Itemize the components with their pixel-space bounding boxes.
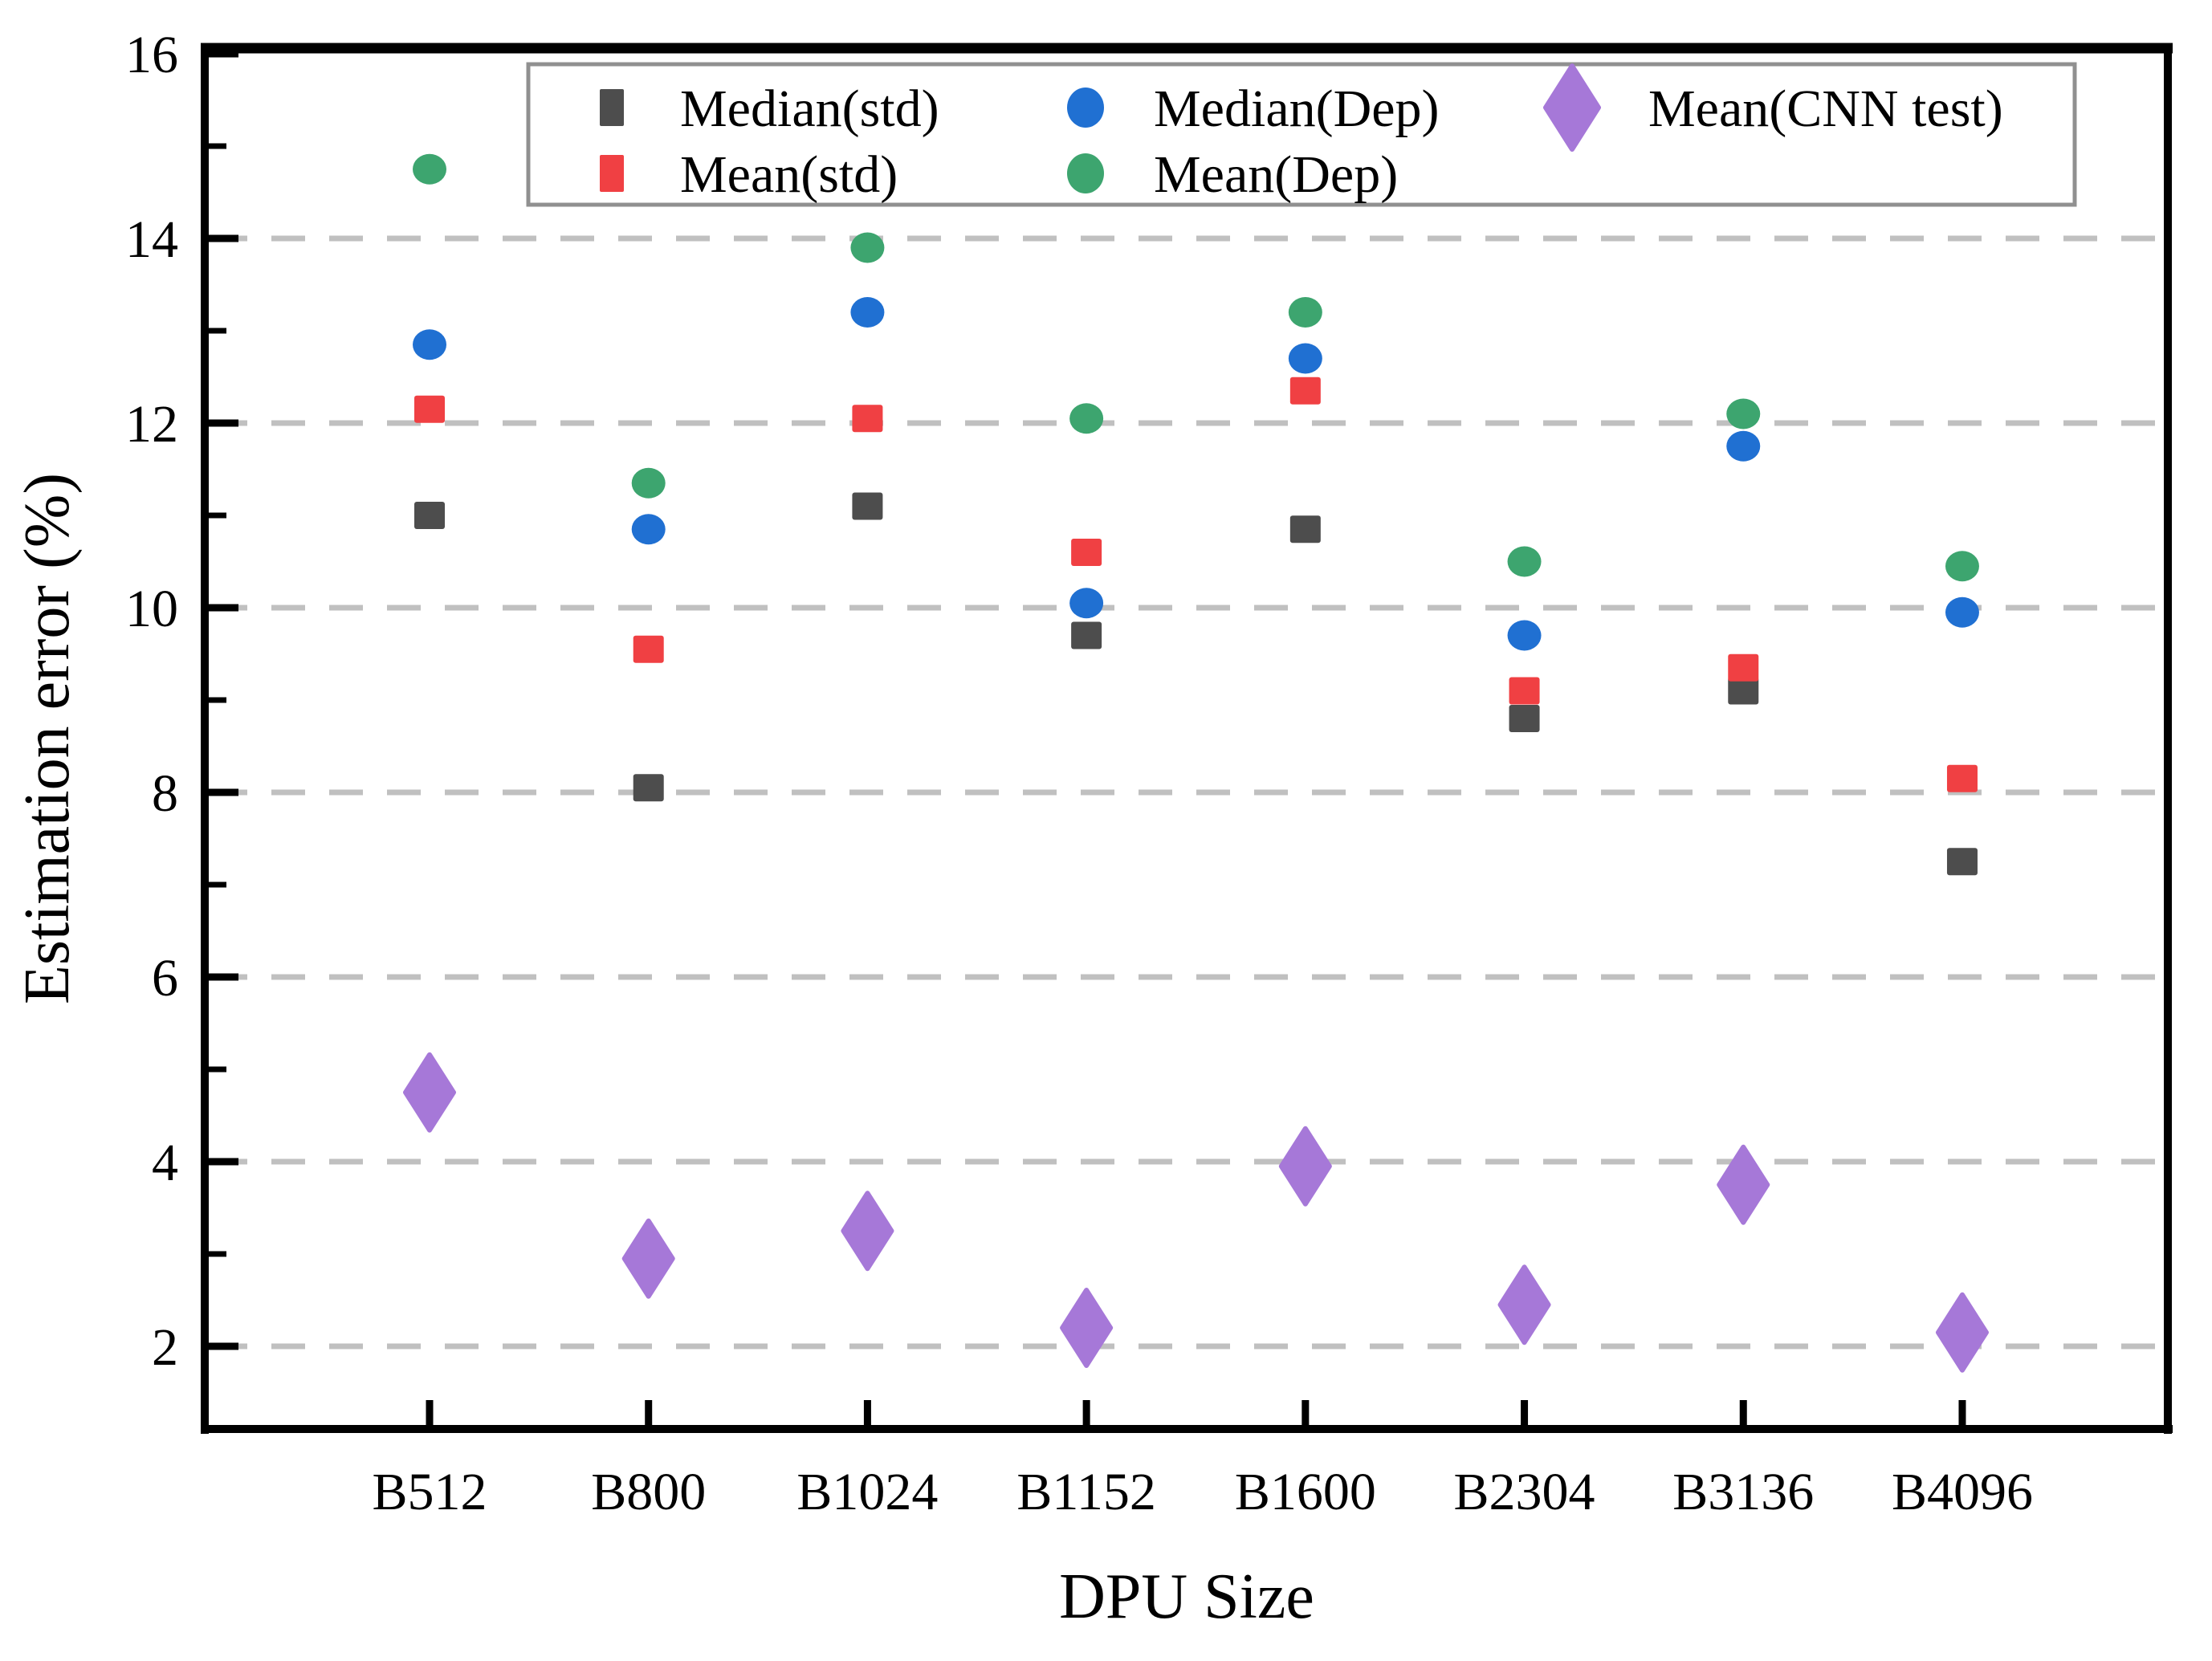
point-median-dep--B512 — [413, 329, 446, 360]
point-mean-std--B512 — [414, 395, 445, 423]
point-mean-cnn-test--B512 — [403, 1052, 456, 1133]
point-median-std--B1024 — [852, 492, 883, 520]
point-mean-cnn-test--B1600 — [1278, 1126, 1332, 1207]
x-tick-label-B800: B800 — [591, 1463, 706, 1521]
legend-marker-diamond — [1543, 63, 1601, 152]
point-mean-dep--B800 — [631, 467, 666, 499]
point-mean-dep--B512 — [413, 153, 446, 185]
point-median-dep--B1024 — [850, 297, 885, 328]
x-tick-label-B2304: B2304 — [1454, 1463, 1595, 1521]
point-median-std--B512 — [414, 502, 445, 529]
legend-item-mean-dep-: Mean(Dep) — [1067, 145, 1398, 204]
point-median-std--B800 — [633, 774, 664, 802]
y-tick-label-2: 2 — [152, 1318, 178, 1377]
point-mean-cnn-test--B2304 — [1497, 1264, 1551, 1345]
x-tick-label-B1152: B1152 — [1016, 1463, 1156, 1521]
legend-label: Median(Dep) — [1154, 79, 1440, 138]
point-median-std--B1600 — [1289, 515, 1321, 543]
point-mean-cnn-test--B1024 — [841, 1191, 894, 1272]
legend-box — [526, 62, 2077, 207]
point-mean-std--B1152 — [1071, 539, 1102, 566]
gridlines — [214, 235, 2161, 1350]
point-mean-std--B800 — [633, 635, 664, 663]
point-median-dep--B800 — [631, 514, 666, 545]
point-median-std--B4096 — [1946, 848, 1978, 876]
point-mean-dep--B4096 — [1945, 551, 1979, 582]
y-tick-label-16: 16 — [125, 26, 178, 84]
point-median-dep--B2304 — [1507, 620, 1542, 651]
x-tick-label-B3136: B3136 — [1672, 1463, 1814, 1521]
data-points — [403, 153, 1989, 1373]
legend-marker-circle — [1067, 88, 1104, 128]
point-median-std--B2304 — [1509, 705, 1540, 732]
point-mean-dep--B1152 — [1069, 403, 1104, 434]
legend-item-median-dep-: Median(Dep) — [1067, 79, 1440, 138]
point-median-std--B3136 — [1728, 677, 1759, 705]
point-mean-std--B2304 — [1509, 677, 1540, 705]
point-median-dep--B3136 — [1726, 430, 1761, 462]
point-mean-std--B1600 — [1289, 377, 1321, 405]
legend-marker-square — [600, 89, 624, 126]
point-median-std--B1152 — [1071, 621, 1102, 649]
point-median-dep--B4096 — [1945, 596, 1979, 628]
point-mean-std--B1024 — [852, 405, 883, 433]
y-tick-label-10: 10 — [125, 580, 178, 638]
point-mean-dep--B3136 — [1726, 398, 1761, 429]
x-axis-title: DPU Size — [1059, 1561, 1314, 1632]
legend-item-median-std-: Median(std) — [600, 79, 939, 138]
point-mean-cnn-test--B3136 — [1717, 1144, 1770, 1225]
x-tick-label-B512: B512 — [372, 1463, 487, 1521]
point-median-dep--B1600 — [1288, 343, 1322, 374]
y-tick-label-12: 12 — [125, 395, 178, 454]
y-tick-label-14: 14 — [125, 210, 178, 269]
legend-item-mean-std-: Mean(std) — [600, 145, 898, 204]
y-tick-label-6: 6 — [152, 949, 178, 1008]
y-tick-label-8: 8 — [152, 764, 178, 823]
axes-spines — [201, 43, 2173, 1434]
legend: Median(std) Mean(std) Median(Dep) Mean(Dep)… — [526, 62, 2077, 207]
point-mean-dep--B2304 — [1507, 546, 1542, 577]
x-tick-label-B1600: B1600 — [1235, 1463, 1376, 1521]
x-tick-label-B4096: B4096 — [1892, 1463, 2033, 1521]
point-mean-std--B4096 — [1946, 764, 1978, 792]
point-mean-dep--B1600 — [1288, 297, 1322, 328]
point-median-dep--B1152 — [1069, 588, 1104, 619]
point-mean-dep--B1024 — [850, 232, 885, 263]
legend-marker-square — [600, 155, 624, 192]
x-tick-label-B1024: B1024 — [796, 1463, 938, 1521]
point-mean-cnn-test--B1152 — [1060, 1288, 1114, 1368]
legend-item-mean-cnn-test-: Mean(CNN test) — [1543, 63, 2003, 152]
y-axis-title: Estimation error (%) — [12, 473, 83, 1004]
y-tick-label-4: 4 — [152, 1134, 178, 1192]
point-mean-cnn-test--B4096 — [1935, 1292, 1989, 1373]
legend-label: Mean(std) — [680, 145, 898, 204]
legend-marker-circle — [1067, 153, 1104, 193]
legend-label: Median(std) — [680, 79, 939, 138]
y-axis-ticks: 2 4 6 8 10 12 14 16 — [125, 26, 238, 1377]
legend-label: Mean(Dep) — [1154, 145, 1398, 204]
point-mean-std--B3136 — [1728, 653, 1759, 682]
point-mean-cnn-test--B800 — [621, 1218, 675, 1299]
legend-label: Mean(CNN test) — [1648, 79, 2003, 138]
x-axis-ticks: B512 B800 B1024 B1152 B1600 B2304 B3136 B4096 — [372, 1400, 2033, 1521]
